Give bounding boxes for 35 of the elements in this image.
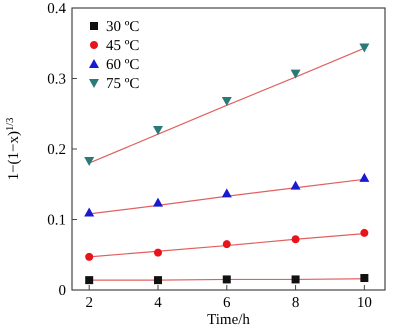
- y-tick-label: 0.2: [47, 142, 66, 158]
- point: [152, 126, 163, 135]
- point: [359, 172, 370, 182]
- point: [154, 276, 162, 284]
- point: [152, 198, 163, 207]
- point: [359, 43, 370, 52]
- point: [154, 248, 162, 257]
- x-tick-label: 8: [292, 295, 300, 311]
- point: [292, 275, 300, 284]
- y-tick-label: 0.1: [47, 212, 66, 228]
- legend-label: 30 ºC: [106, 19, 140, 35]
- y-tick-label: 0.3: [47, 72, 66, 88]
- y-tick-label: 0: [58, 283, 66, 299]
- point: [85, 276, 94, 284]
- x-axis-title: Time/h: [207, 312, 250, 328]
- point: [222, 240, 231, 248]
- point: [84, 156, 94, 166]
- legend-label: 60 ºC: [106, 57, 140, 73]
- point: [222, 188, 232, 198]
- point: [222, 97, 232, 106]
- y-tick-label: 0.4: [47, 1, 66, 17]
- point: [222, 275, 231, 284]
- point: [85, 252, 94, 261]
- x-tick-label: 10: [356, 295, 372, 311]
- x-tick-label: 6: [223, 295, 232, 311]
- point: [292, 235, 300, 244]
- x-tick-label: 2: [85, 295, 93, 311]
- point: [84, 207, 94, 216]
- x-tick-label: 4: [154, 295, 162, 311]
- point: [360, 274, 368, 282]
- legend-label: 75 ºC: [106, 76, 140, 92]
- point: [360, 228, 368, 237]
- legend-label: 45 ºC: [106, 38, 140, 54]
- point: [290, 70, 301, 79]
- point: [290, 180, 301, 190]
